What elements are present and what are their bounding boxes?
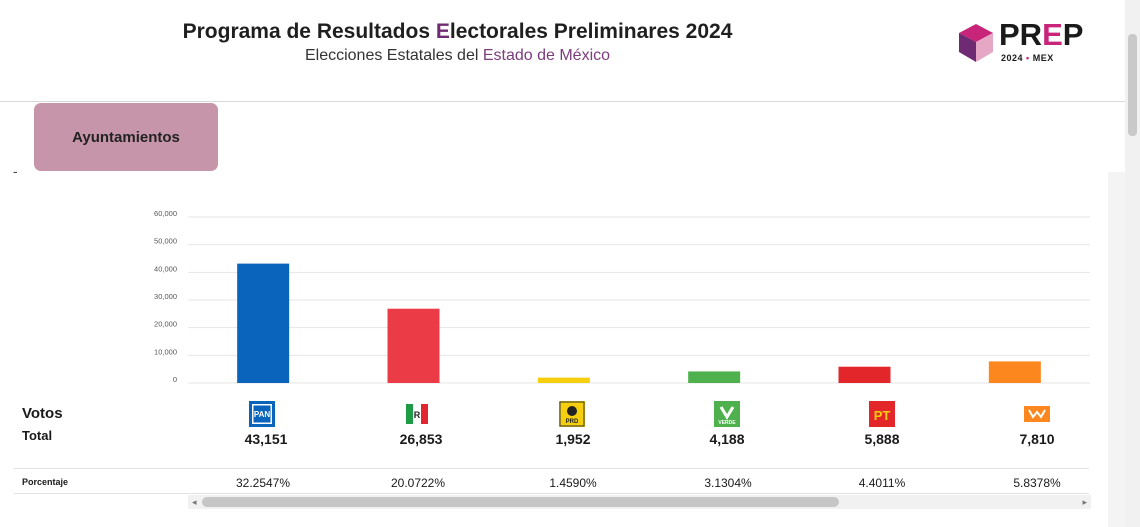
y-tick-label: 0 xyxy=(173,375,177,384)
bar-prd[interactable] xyxy=(537,377,590,383)
vertical-scrollbar[interactable] xyxy=(1125,0,1140,527)
chart-svg: 60,000 50,000 40,000 30,000 20,000 10,000 0 xyxy=(154,209,1090,384)
page-title: Programa de Resultados Electorales Preli… xyxy=(182,20,733,43)
pct-pri: 20.0722% xyxy=(390,476,446,490)
scroll-left-arrow-icon[interactable]: ◂ xyxy=(192,497,197,507)
bar-mc[interactable] xyxy=(988,361,1041,383)
horizontal-scrollbar-thumb[interactable] xyxy=(202,497,839,507)
pct-verde: 3.1304% xyxy=(704,476,752,490)
votes-bar-chart: 60,000 50,000 40,000 30,000 20,000 10,000 0 xyxy=(140,205,1100,390)
y-tick-label: 60,000 xyxy=(154,209,177,218)
side-panel-bg xyxy=(1108,172,1125,527)
y-tick-label: 30,000 xyxy=(154,292,177,301)
y-tick-label: 10,000 xyxy=(154,347,177,356)
vertical-scrollbar-thumb[interactable] xyxy=(1128,34,1137,136)
porcentaje-label: Porcentaje xyxy=(22,477,69,487)
row-divider-bottom xyxy=(14,493,1089,494)
row-divider-top xyxy=(14,468,1089,469)
bar-verde[interactable] xyxy=(688,371,741,383)
bar-pan[interactable] xyxy=(237,263,290,383)
total-label: Total xyxy=(22,428,53,443)
prep-logo-text: PREP xyxy=(999,17,1084,52)
y-tick-label: 40,000 xyxy=(154,264,177,273)
votes-prd: 1,952 xyxy=(555,431,591,447)
prep-cube-icon xyxy=(959,24,993,62)
votes-pt: 5,888 xyxy=(864,431,900,447)
prep-logo-sub: 2024 • MEX xyxy=(1001,53,1054,63)
verde-logo-icon: VERDE xyxy=(714,401,740,427)
tab-ayuntamientos[interactable]: Ayuntamientos xyxy=(34,103,218,171)
pri-logo-icon: R xyxy=(404,401,430,427)
prep-logo[interactable]: PREP 2024 • MEX xyxy=(955,18,1100,66)
votes-mc: 7,810 xyxy=(1019,431,1055,447)
votes-pan: 43,151 xyxy=(244,431,288,447)
svg-text:R: R xyxy=(414,410,421,420)
pct-pt: 4.4011% xyxy=(858,476,906,490)
pt-logo-icon: PT xyxy=(869,401,895,427)
page-subtitle: Elecciones Estatales del Estado de Méxic… xyxy=(304,47,611,64)
svg-text:PT: PT xyxy=(874,408,891,423)
bar-pri[interactable] xyxy=(387,308,440,383)
header: Programa de Resultados Electorales Preli… xyxy=(0,0,1125,102)
pct-mc: 5.8378% xyxy=(1013,476,1061,490)
bar-pt[interactable] xyxy=(838,366,891,383)
svg-text:VERDE: VERDE xyxy=(718,420,736,426)
pan-logo-icon: PAN xyxy=(249,401,275,427)
prd-logo-icon: PRD xyxy=(559,401,585,427)
votes-verde: 4,188 xyxy=(709,431,745,447)
mc-logo-icon xyxy=(1024,406,1050,422)
horizontal-scrollbar[interactable]: ◂ ▸ xyxy=(188,495,1091,509)
tab-label: Ayuntamientos xyxy=(72,129,180,146)
pct-prd: 1.4590% xyxy=(549,476,597,490)
scroll-right-arrow-icon[interactable]: ▸ xyxy=(1082,497,1087,507)
svg-text:PAN: PAN xyxy=(254,410,271,419)
svg-text:PRD: PRD xyxy=(566,419,579,425)
votes-pri: 26,853 xyxy=(399,431,443,447)
y-tick-label: 50,000 xyxy=(154,237,177,246)
pct-pan: 32.2547% xyxy=(235,476,291,490)
collapse-dash[interactable]: - xyxy=(13,163,18,179)
votos-label: Votos xyxy=(22,405,63,422)
y-tick-label: 20,000 xyxy=(154,320,177,329)
